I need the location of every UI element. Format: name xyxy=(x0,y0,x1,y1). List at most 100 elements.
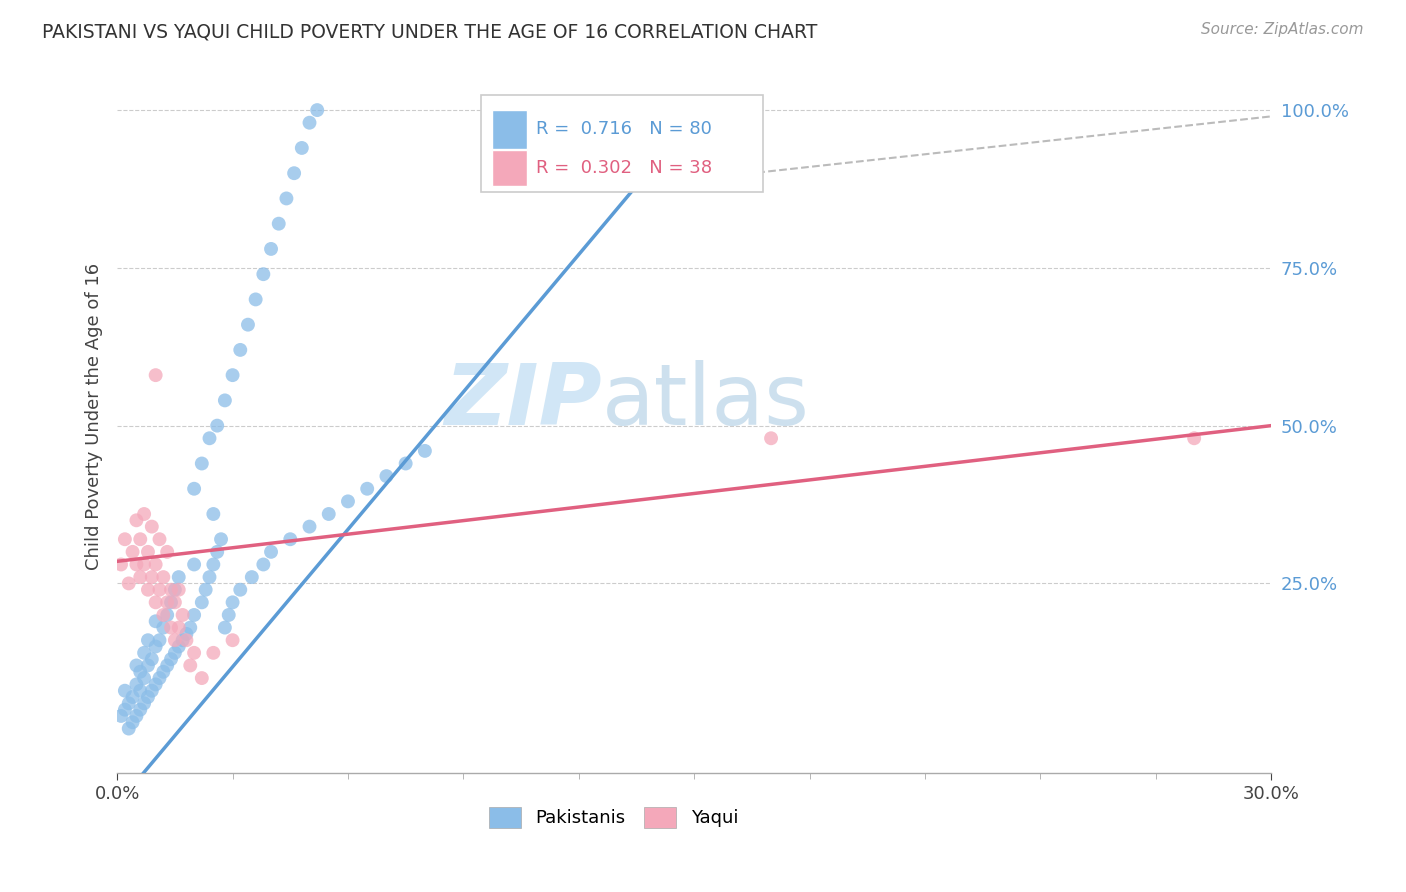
Point xyxy=(129,683,152,698)
Point xyxy=(167,621,190,635)
Point xyxy=(141,519,163,533)
Point xyxy=(375,469,398,483)
Point xyxy=(160,621,183,635)
Point xyxy=(176,633,198,648)
Point xyxy=(148,533,170,547)
FancyBboxPatch shape xyxy=(492,110,527,149)
Point xyxy=(152,570,174,584)
Point xyxy=(163,646,186,660)
Point xyxy=(145,677,167,691)
Point xyxy=(148,671,170,685)
Point xyxy=(148,582,170,597)
Point xyxy=(260,242,283,256)
Point xyxy=(283,166,305,180)
Text: R =  0.302   N = 38: R = 0.302 N = 38 xyxy=(536,159,713,177)
Point xyxy=(191,595,214,609)
Point xyxy=(160,652,183,666)
Text: PAKISTANI VS YAQUI CHILD POVERTY UNDER THE AGE OF 16 CORRELATION CHART: PAKISTANI VS YAQUI CHILD POVERTY UNDER T… xyxy=(42,22,817,41)
Point xyxy=(132,507,155,521)
Point xyxy=(152,665,174,679)
Point xyxy=(214,393,236,408)
Point xyxy=(160,595,183,609)
Point xyxy=(209,533,232,547)
Point xyxy=(236,318,259,332)
Point xyxy=(163,595,186,609)
Point xyxy=(125,513,148,527)
Point xyxy=(125,558,148,572)
Point xyxy=(141,652,163,666)
Point xyxy=(167,640,190,654)
Point xyxy=(318,507,340,521)
Point xyxy=(413,443,436,458)
Point xyxy=(145,558,167,572)
Point xyxy=(121,715,143,730)
Point xyxy=(167,582,190,597)
Point xyxy=(336,494,359,508)
Point xyxy=(163,633,186,648)
Text: R =  0.716   N = 80: R = 0.716 N = 80 xyxy=(536,120,711,138)
Point xyxy=(129,703,152,717)
Point xyxy=(141,570,163,584)
Point xyxy=(183,646,205,660)
Point xyxy=(156,595,179,609)
Point xyxy=(145,368,167,383)
Point xyxy=(172,633,194,648)
Point xyxy=(125,677,148,691)
Point xyxy=(145,595,167,609)
FancyBboxPatch shape xyxy=(492,150,527,186)
Point xyxy=(136,658,159,673)
Point xyxy=(125,709,148,723)
Point xyxy=(156,545,179,559)
Point xyxy=(252,558,274,572)
Point xyxy=(260,545,283,559)
Point xyxy=(121,690,143,704)
Point xyxy=(163,582,186,597)
Text: Source: ZipAtlas.com: Source: ZipAtlas.com xyxy=(1201,22,1364,37)
FancyBboxPatch shape xyxy=(481,95,763,192)
Point xyxy=(152,607,174,622)
Point xyxy=(136,690,159,704)
Point xyxy=(276,191,298,205)
Point xyxy=(118,722,141,736)
Point xyxy=(298,519,321,533)
Point xyxy=(129,570,152,584)
Point xyxy=(179,658,201,673)
Point xyxy=(129,665,152,679)
Point xyxy=(156,607,179,622)
Point xyxy=(221,368,243,383)
Point xyxy=(110,709,132,723)
Point xyxy=(759,431,782,445)
Point xyxy=(191,457,214,471)
Point xyxy=(198,570,221,584)
Point xyxy=(145,640,167,654)
Point xyxy=(136,633,159,648)
Point xyxy=(198,431,221,445)
Point xyxy=(129,533,152,547)
Point xyxy=(229,582,252,597)
Point xyxy=(252,267,274,281)
Point xyxy=(245,293,267,307)
Point xyxy=(202,507,225,521)
Point xyxy=(205,418,228,433)
Point xyxy=(395,457,418,471)
Point xyxy=(121,545,143,559)
Point xyxy=(183,558,205,572)
Point xyxy=(183,607,205,622)
Y-axis label: Child Poverty Under the Age of 16: Child Poverty Under the Age of 16 xyxy=(86,262,103,570)
Point xyxy=(114,703,136,717)
Point xyxy=(145,615,167,629)
Point xyxy=(194,582,217,597)
Point xyxy=(218,607,240,622)
Point xyxy=(191,671,214,685)
Point xyxy=(118,576,141,591)
Point xyxy=(214,621,236,635)
Legend: Pakistanis, Yaqui: Pakistanis, Yaqui xyxy=(481,800,745,835)
Point xyxy=(172,607,194,622)
Point xyxy=(118,696,141,710)
Point xyxy=(136,582,159,597)
Point xyxy=(278,533,301,547)
Point xyxy=(221,595,243,609)
Point xyxy=(202,646,225,660)
Point xyxy=(1182,431,1205,445)
Point xyxy=(179,621,201,635)
